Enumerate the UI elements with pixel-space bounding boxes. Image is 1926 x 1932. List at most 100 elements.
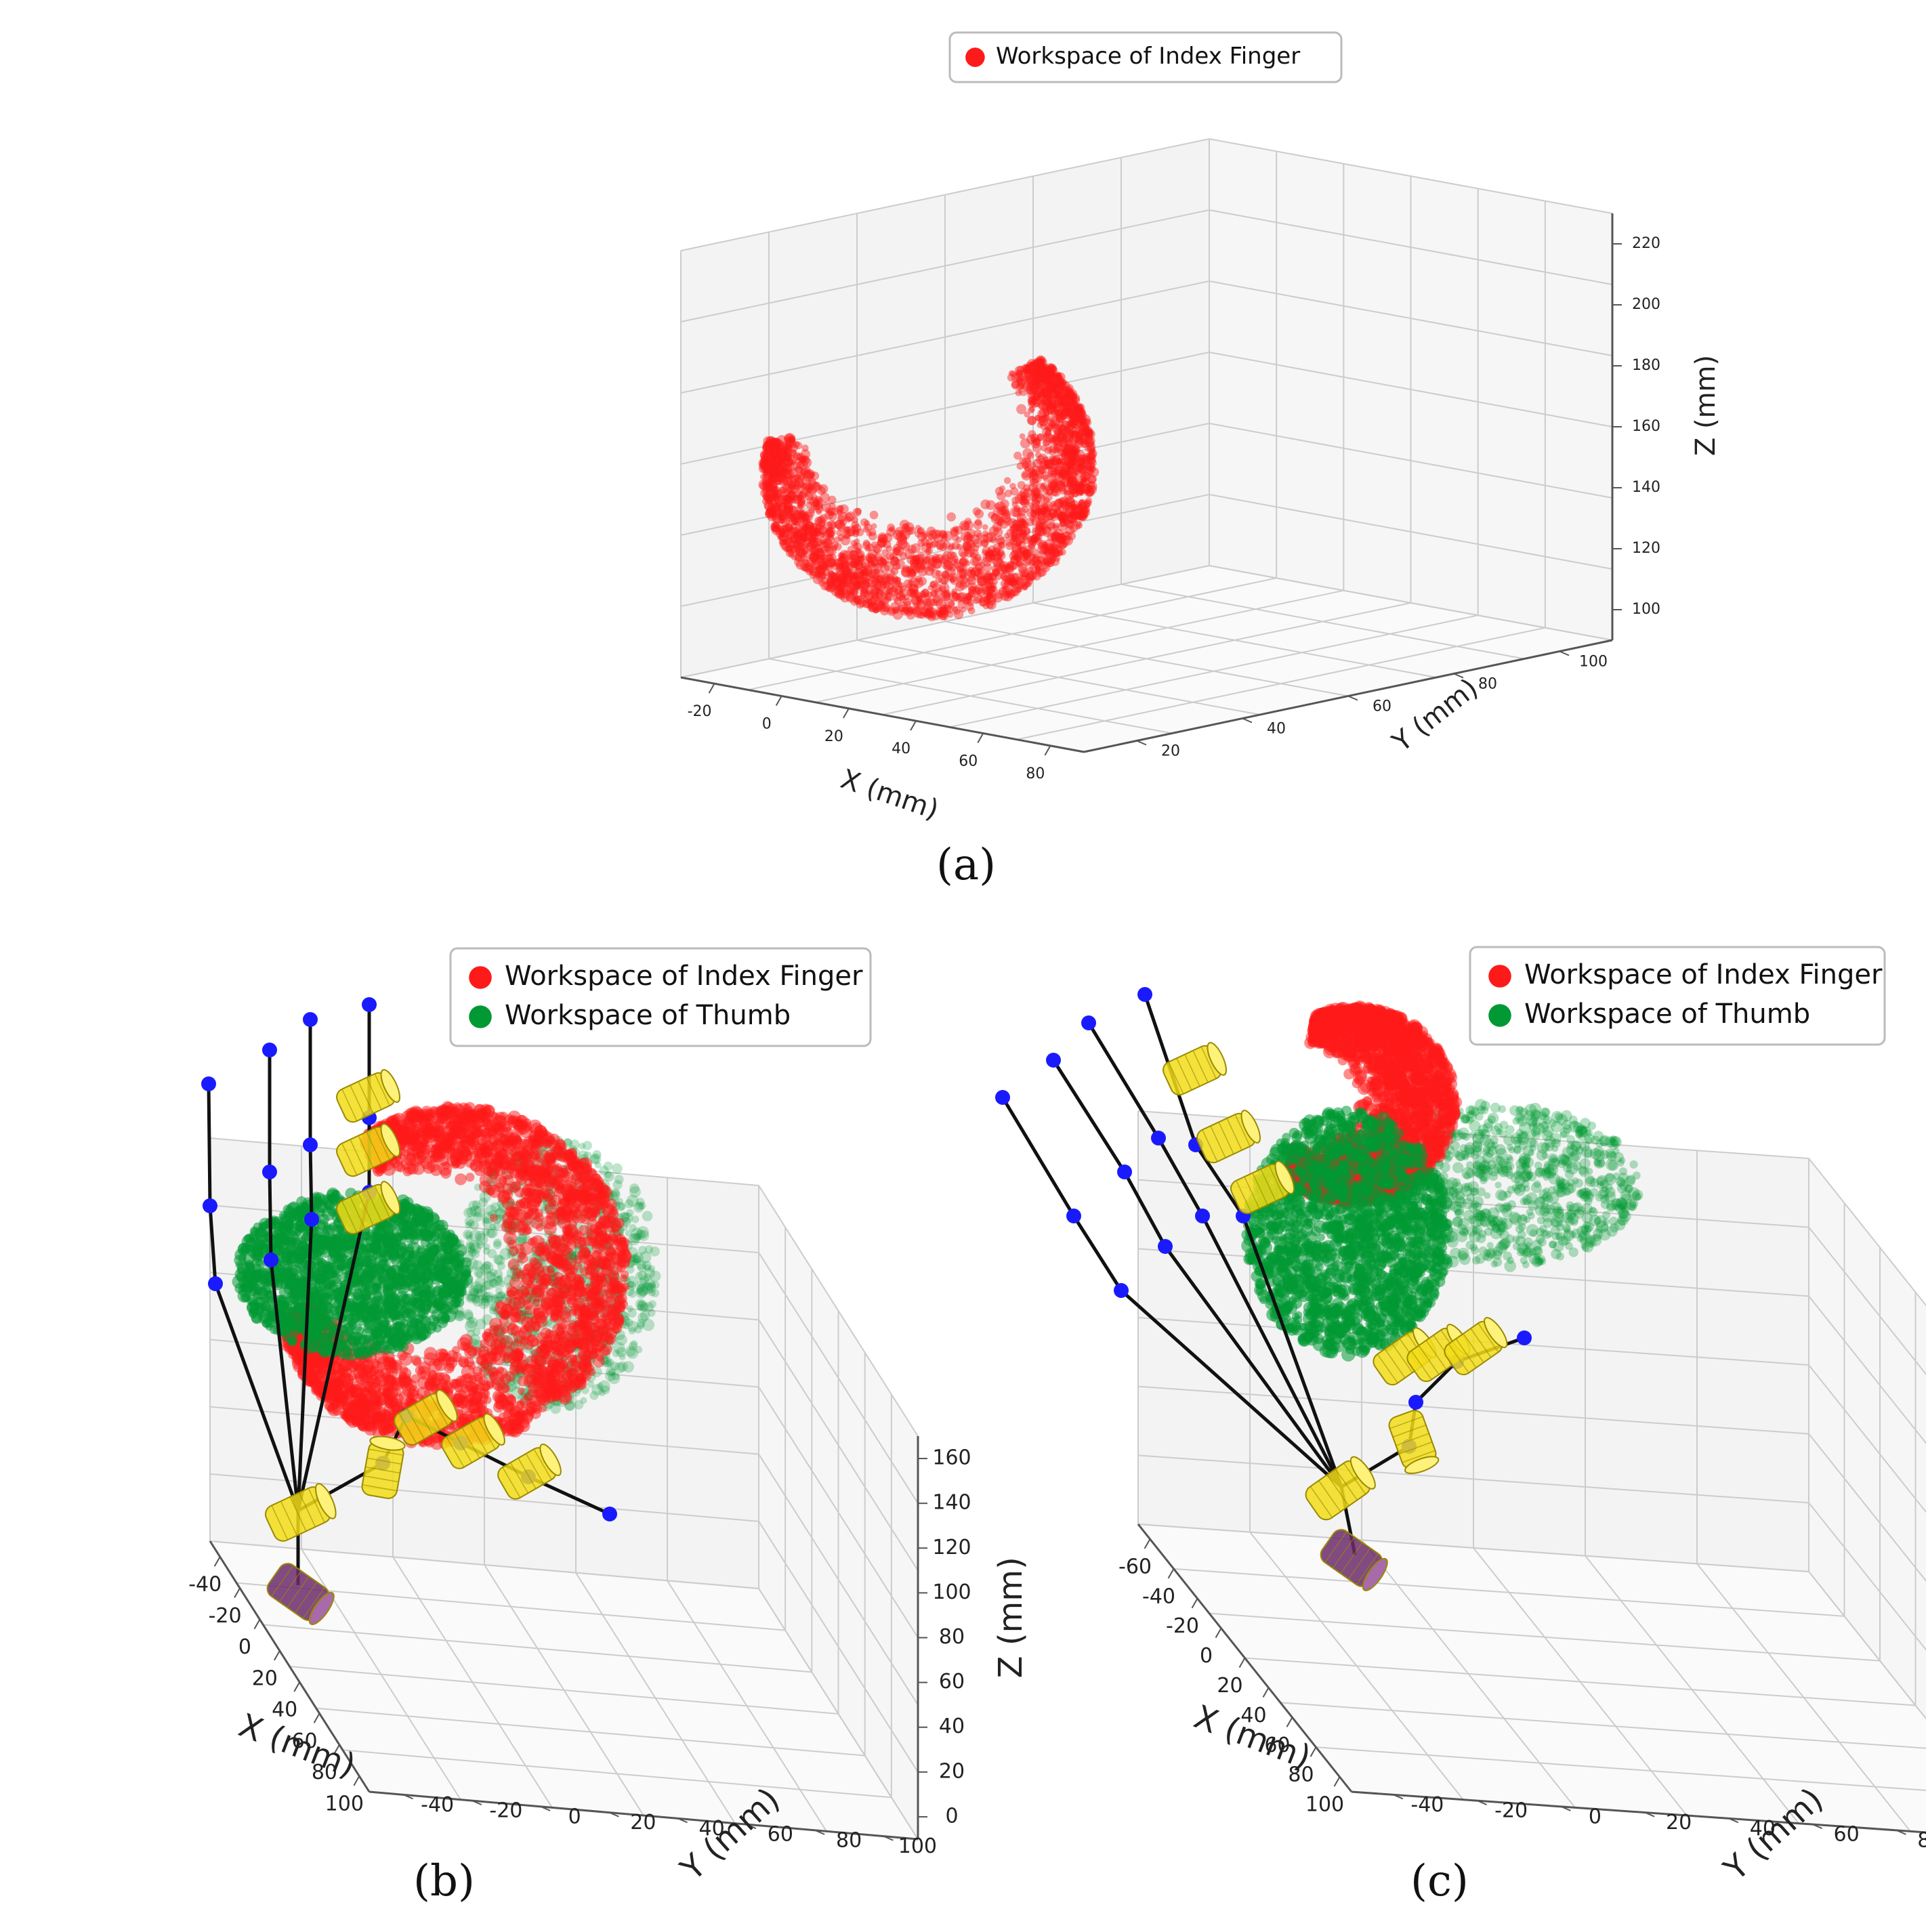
data-point [852,528,860,536]
data-point [886,606,896,616]
data-point [1044,460,1054,469]
data-point [766,482,776,492]
data-point [950,528,959,537]
y-tick-label: 20 [630,1811,656,1834]
data-point [852,581,860,590]
data-point [1052,436,1061,445]
data-point [1068,476,1079,487]
data-point [928,611,936,619]
data-point [1020,369,1027,377]
data-point [800,540,810,549]
y-tick-label: 0 [568,1805,581,1828]
data-point [489,1213,498,1222]
data-point [984,572,992,581]
data-point [984,599,991,605]
data-point [951,534,959,542]
data-point [976,575,987,585]
data-point [955,595,963,603]
data-point [1068,492,1074,499]
data-point [1026,377,1035,386]
data-point [778,459,784,465]
data-point [1063,406,1072,415]
data-point [1072,408,1084,419]
data-point [1051,434,1061,443]
data-point [802,524,812,534]
data-point [934,530,943,538]
data-point [1025,361,1034,371]
data-point [961,596,969,605]
data-point [1037,366,1046,375]
data-point [1032,370,1040,378]
data-point [763,469,771,476]
data-point [1075,481,1085,490]
data-point [779,467,791,479]
grid-line [1121,583,1525,660]
data-point [759,451,769,461]
data-point [777,524,787,534]
data-point [961,522,970,531]
data-point [1047,373,1058,383]
data-point [833,587,843,597]
data-point [931,556,938,562]
data-point [1077,503,1084,510]
y-tick-label: 40 [1267,721,1286,738]
data-point [1067,408,1077,419]
data-point [1051,486,1062,497]
data-point [1043,506,1051,515]
data-point [1024,575,1031,581]
data-point [612,1163,623,1174]
data-point [1024,534,1031,541]
data-point [794,557,804,567]
data-point [1003,477,1011,484]
data-point [789,513,797,522]
data-point [514,1244,525,1254]
data-point [618,1202,626,1211]
data-point [1026,577,1034,585]
data-point [766,440,774,449]
data-point [1028,383,1039,394]
data-point [962,541,973,551]
data-point [1011,543,1022,553]
data-point [988,585,997,593]
data-point [1084,488,1094,497]
data-point [768,469,777,478]
z-tick-label: 60 [939,1670,965,1694]
data-point [1053,446,1060,455]
data-point [908,584,919,594]
data-point [1046,402,1057,414]
data-point [843,533,850,540]
data-point [1016,524,1026,535]
data-point [853,560,864,570]
data-point [1070,503,1077,510]
data-point [819,539,826,545]
data-point [809,523,819,532]
data-point [1032,526,1042,537]
data-point [974,529,982,538]
data-point [1013,553,1021,562]
data-point [1072,453,1081,461]
x-tick-label: 80 [1026,765,1045,782]
data-point [1053,405,1061,413]
data-point [1067,513,1078,524]
data-point [969,549,979,558]
data-point [1034,390,1043,398]
data-point [945,566,956,578]
data-point [926,526,936,536]
legend-label: Workspace of Index Finger [996,43,1300,70]
data-point [871,523,877,529]
data-point [787,476,798,486]
data-point [860,562,867,568]
data-point [1064,425,1071,432]
data-point [1028,398,1034,404]
data-point [762,492,772,501]
data-point [637,1300,648,1312]
x-axis-label: X (mm) [837,763,942,826]
data-point [799,455,807,464]
data-point [988,511,995,519]
grid-line [1209,209,1613,285]
data-point [1047,482,1056,490]
data-point [932,595,941,604]
data-point [951,588,957,594]
data-point [1067,504,1078,515]
data-point [1078,511,1088,522]
